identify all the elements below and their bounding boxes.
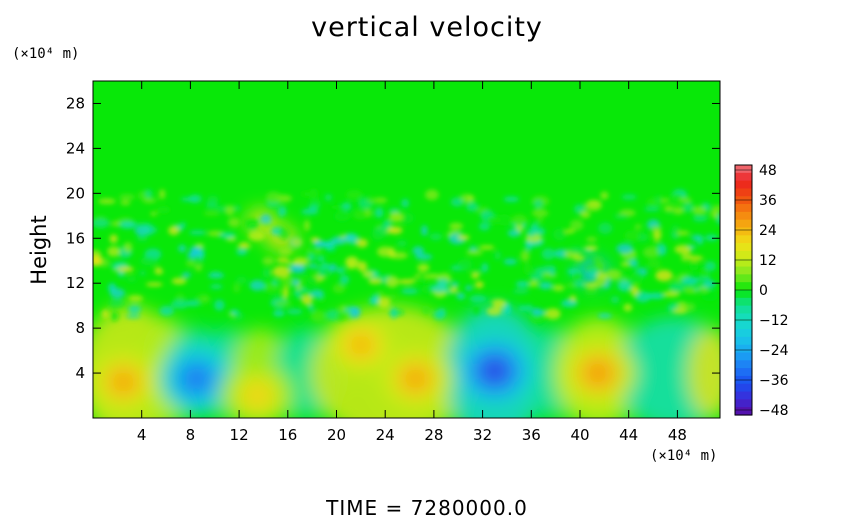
- y-tick-label: 16: [66, 229, 85, 247]
- x-tick-label: 44: [619, 426, 638, 444]
- colorbar-segment: [735, 266, 752, 275]
- x-tick-label: 12: [230, 426, 249, 444]
- x-tick-label: 16: [278, 426, 297, 444]
- colorbar-tick-label: −24: [759, 343, 789, 359]
- colorbar-tick-label: 0: [759, 283, 768, 299]
- colorbar-segment: [735, 352, 752, 361]
- y-tick-label: 24: [66, 139, 85, 157]
- colorbar-segment: [735, 344, 752, 354]
- plot-frame: [92, 80, 721, 419]
- colorbar-tick-label: −12: [759, 313, 789, 329]
- x-tick-label: 32: [473, 426, 492, 444]
- field-cell: [219, 361, 296, 418]
- colorbar-segment: [735, 407, 752, 416]
- colorbar-segment: [735, 258, 752, 268]
- field-band: [687, 328, 720, 418]
- colorbar-segment: [735, 235, 752, 244]
- y-tick-label: 8: [75, 319, 85, 337]
- colorbar-segment: [735, 211, 752, 221]
- field-cell: [322, 310, 399, 379]
- y-tick-label: 12: [66, 274, 85, 292]
- colorbar-segment: [735, 297, 752, 307]
- colorbar-segment: [735, 321, 752, 330]
- y-tick-label: 20: [66, 184, 85, 202]
- colorbar-segment: [735, 391, 752, 400]
- colorbar-segment: [735, 290, 752, 299]
- field-cell: [93, 348, 162, 417]
- colorbar: 48 36 24 12 0 −12 −24 −36 −48: [734, 163, 789, 419]
- colorbar-segment: [735, 227, 752, 236]
- colorbar-tick-label: 36: [759, 193, 777, 209]
- colorbar-segment: [735, 180, 752, 190]
- colorbar-tick-label: 48: [759, 163, 777, 179]
- x-tick-label: 8: [186, 426, 196, 444]
- x-tick-label: 48: [668, 426, 687, 444]
- colorbar-segment: [735, 336, 752, 346]
- colorbar-segment: [735, 313, 752, 322]
- colorbar-tick-label: −36: [759, 373, 789, 389]
- colorbar-tick-label: 24: [759, 223, 777, 239]
- colorbar-segment: [735, 305, 752, 315]
- heatmap-field: [93, 81, 720, 418]
- y-axis-unit: (×10⁴ m): [12, 46, 80, 62]
- x-tick-label: 40: [570, 426, 589, 444]
- chart-title: vertical velocity: [311, 12, 543, 43]
- colorbar-segment: [735, 204, 752, 213]
- colorbar-tick-label: −48: [759, 403, 789, 419]
- y-axis: 4 8 12 16 20 24 28: [66, 94, 720, 382]
- time-label: TIME = 7280000.0: [326, 496, 528, 520]
- field-noise: [93, 188, 720, 323]
- x-axis: 4 8 12 16 20 24 28 32 36 40 44 48: [137, 81, 687, 444]
- field-cell: [456, 336, 533, 405]
- colorbar-segment: [735, 329, 752, 338]
- colorbar-segment: [735, 165, 752, 174]
- colorbar-segment: [735, 188, 752, 197]
- colorbar-segment: [735, 196, 752, 205]
- field-cell: [377, 344, 454, 413]
- x-tick-label: 20: [327, 426, 346, 444]
- colorbar-segment: [735, 243, 752, 252]
- x-tick-label: 28: [424, 426, 443, 444]
- field-cell: [560, 339, 637, 408]
- colorbar-segment: [735, 172, 752, 182]
- x-tick-label: 24: [376, 426, 395, 444]
- colorbar-segment: [735, 368, 752, 377]
- colorbar-segment: [735, 399, 752, 408]
- colorbar-segment: [735, 282, 752, 291]
- field-cell: [158, 344, 235, 413]
- x-tick-label: 36: [522, 426, 541, 444]
- colorbar-segment: [735, 360, 752, 369]
- x-tick-label: 4: [137, 426, 147, 444]
- x-axis-unit: (×10⁴ m): [650, 448, 718, 464]
- y-tick-label: 28: [66, 94, 85, 112]
- colorbar-segment: [735, 250, 752, 260]
- colorbar-segment: [735, 383, 752, 393]
- colorbar-segment: [735, 219, 752, 229]
- colorbar-tick-label: 12: [759, 253, 777, 269]
- colorbar-segment: [735, 274, 752, 283]
- y-tick-label: 4: [75, 364, 85, 382]
